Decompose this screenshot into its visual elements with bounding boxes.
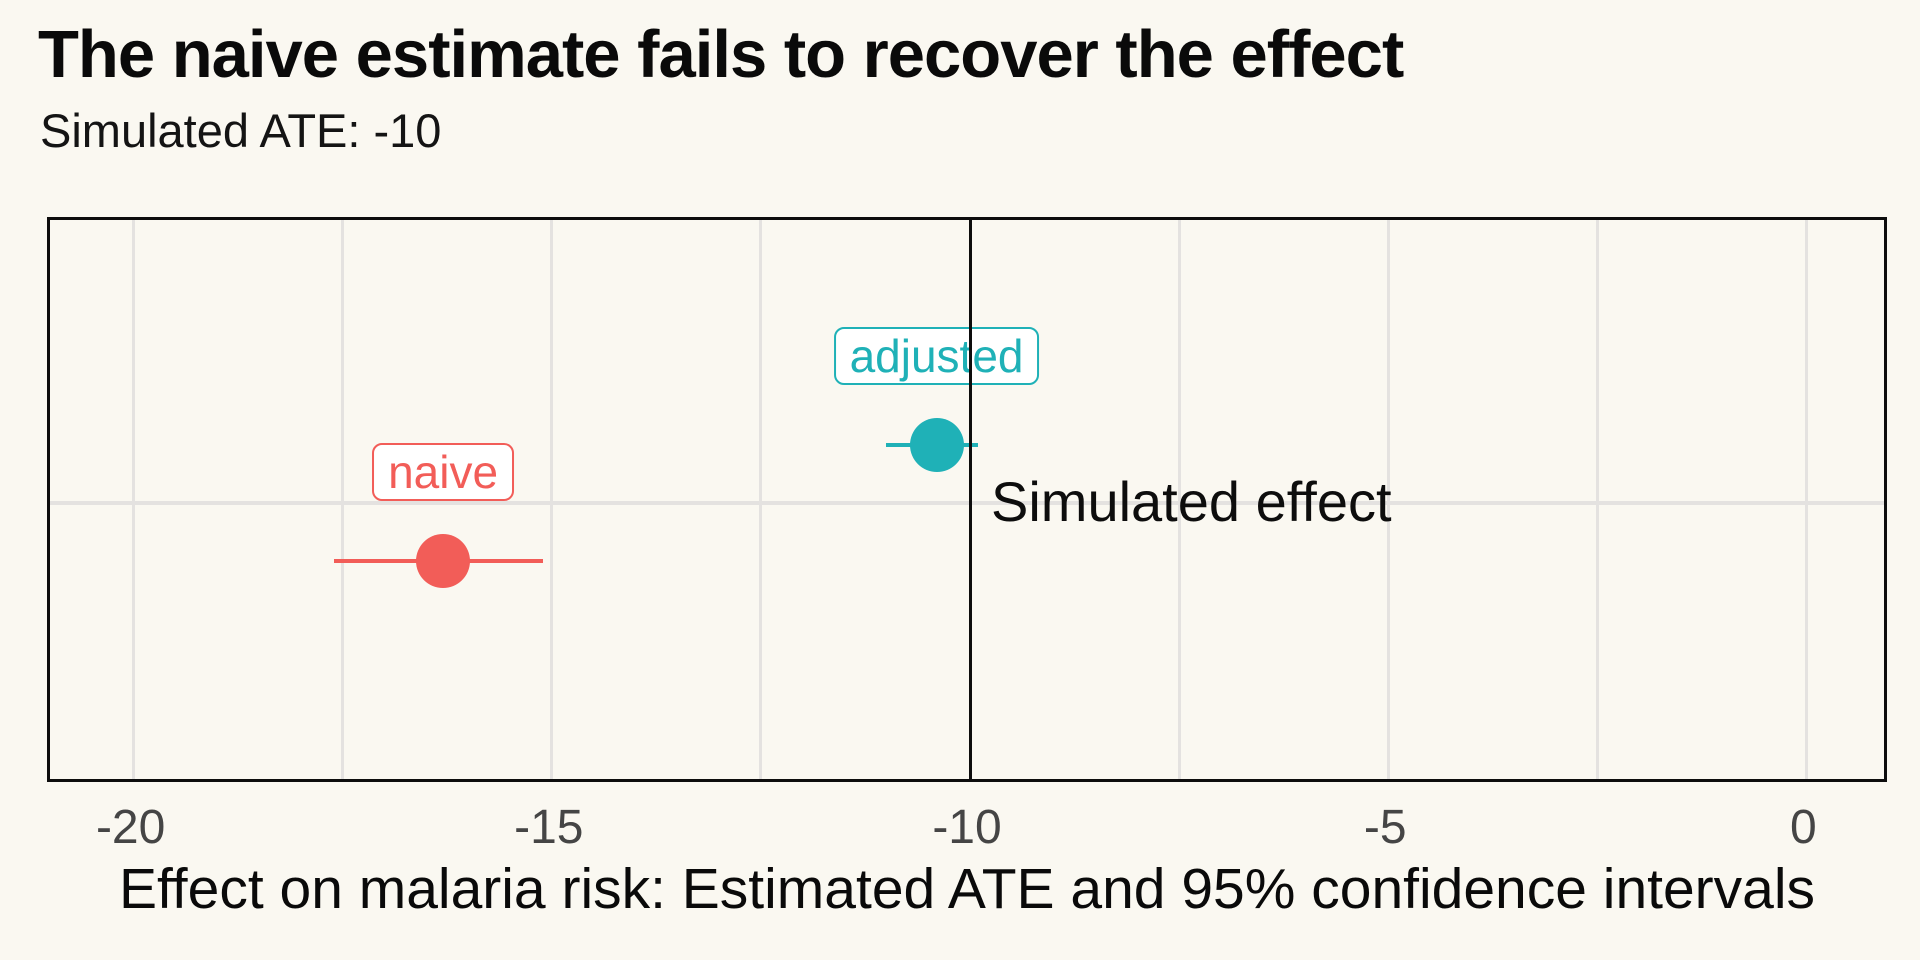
x-axis-title: Effect on malaria risk: Estimated ATE an… [118,857,1816,921]
x-gridline [1804,220,1808,779]
series-label-box: adjusted [833,326,1040,385]
x-gridline [550,220,554,779]
x-tick-label: 0 [1790,801,1817,854]
x-gridline [1595,220,1599,779]
x-tick-label: -5 [1363,801,1407,854]
series-label: naive [388,446,499,499]
series-point [416,534,471,589]
reference-line-label: Simulated effect [991,469,1392,533]
page-title: The naive estimate fails to recover the … [38,17,1404,92]
x-tick-label: -10 [932,801,1002,854]
x-gridline [759,220,763,779]
y-gridline-mid [50,500,1884,505]
x-tick-label: -20 [95,801,166,854]
x-gridline [132,220,136,779]
plot-panel: naive adjusted Simulated effect [47,217,1887,782]
reference-vline [968,220,972,779]
series-label: adjusted [849,329,1024,382]
x-gridline [1386,220,1390,779]
series-point [909,417,964,472]
x-gridline [1177,220,1181,779]
x-tick-label: -15 [514,801,584,854]
x-gridline [341,220,345,779]
series-label-box: naive [372,443,515,502]
page-subtitle: Simulated ATE: -10 [40,104,442,157]
